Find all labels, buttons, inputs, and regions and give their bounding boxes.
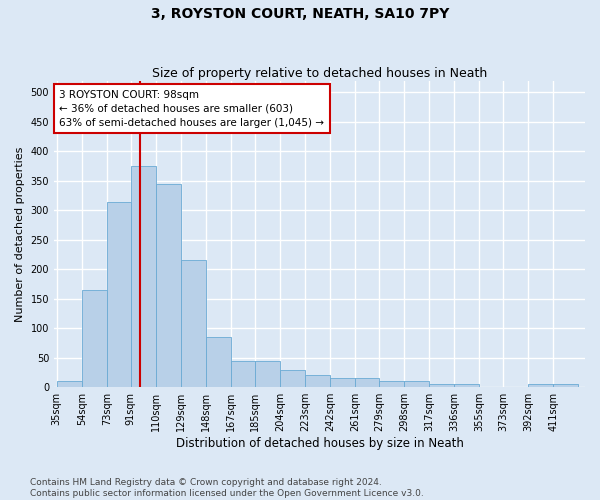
Y-axis label: Number of detached properties: Number of detached properties (15, 146, 25, 322)
Bar (330, 378, 355, 387)
Bar (156, 184, 181, 387)
X-axis label: Distribution of detached houses by size in Neath: Distribution of detached houses by size … (176, 437, 463, 450)
Bar (131, 166, 156, 387)
Bar (107, 202, 131, 387)
Bar (355, 378, 379, 387)
Bar (181, 260, 206, 387)
Bar (56, 382, 82, 387)
Bar (231, 360, 255, 387)
Text: 3, ROYSTON COURT, NEATH, SA10 7PY: 3, ROYSTON COURT, NEATH, SA10 7PY (151, 8, 449, 22)
Bar (255, 360, 280, 387)
Bar (379, 382, 404, 387)
Bar (553, 384, 578, 387)
Title: Size of property relative to detached houses in Neath: Size of property relative to detached ho… (152, 66, 487, 80)
Bar (454, 384, 479, 387)
Bar (429, 384, 454, 387)
Bar (82, 290, 107, 387)
Bar (305, 376, 330, 387)
Bar (528, 384, 553, 387)
Text: Contains HM Land Registry data © Crown copyright and database right 2024.
Contai: Contains HM Land Registry data © Crown c… (30, 478, 424, 498)
Text: 3 ROYSTON COURT: 98sqm
← 36% of detached houses are smaller (603)
63% of semi-de: 3 ROYSTON COURT: 98sqm ← 36% of detached… (59, 90, 325, 128)
Bar (280, 370, 305, 387)
Bar (206, 337, 231, 387)
Bar (404, 382, 429, 387)
